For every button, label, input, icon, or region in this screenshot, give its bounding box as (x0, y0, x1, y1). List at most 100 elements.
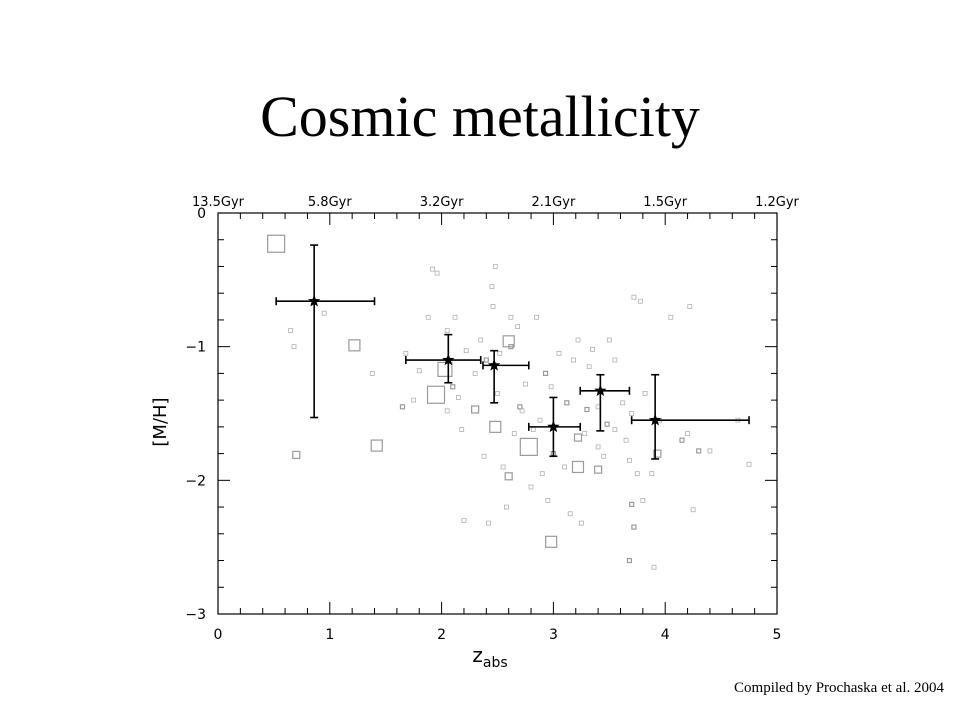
data-point-square (573, 433, 583, 442)
data-point-small-square (638, 298, 644, 304)
data-point-square (292, 450, 301, 460)
data-point-small-square (595, 404, 601, 410)
data-point-square (348, 339, 361, 352)
data-point-small-square (548, 384, 554, 390)
star-marker (442, 353, 455, 366)
data-point-small-square (523, 381, 528, 387)
data-point-small-square (620, 400, 626, 406)
data-point-small-square (534, 314, 540, 320)
star-marker (307, 294, 321, 307)
data-point-small-square (530, 427, 536, 432)
data-point-square (604, 421, 610, 427)
binned-points (275, 244, 750, 460)
data-point-small-square (627, 457, 632, 463)
data-point-square (542, 370, 549, 376)
data-point-small-square (623, 437, 629, 443)
data-point-small-square (575, 337, 581, 343)
data-point-small-square (537, 417, 543, 423)
x-axis-label: zabs (472, 643, 507, 671)
scatter-points (267, 234, 752, 570)
data-point-small-square (461, 518, 467, 523)
data-point-small-square (562, 464, 567, 470)
axis-tick-labels: 0 1 2 3 4 5 0 −1 −2 −3 13.5Gyr 5.8Gyr 3.2Gyr 2.1Gyr 1.… (185, 195, 799, 643)
top-axis-label: 3.2Gyr (420, 195, 464, 210)
data-point-small-square (515, 324, 521, 330)
data-point-square (267, 234, 286, 253)
data-point-square (594, 465, 603, 474)
data-point-small-square (539, 471, 545, 477)
data-point-square (370, 439, 383, 452)
x-tick-label: 2 (437, 627, 446, 643)
data-point-small-square (612, 357, 618, 363)
data-point-small-square (459, 427, 465, 432)
data-point-small-square (649, 471, 655, 477)
data-point-small-square (578, 520, 584, 526)
data-point-small-square (601, 453, 607, 459)
y-axis-label: [M/H] (150, 397, 171, 446)
data-point-small-square (444, 408, 450, 414)
data-point-small-square (430, 266, 436, 272)
star-marker (594, 384, 607, 397)
data-point-small-square (590, 346, 595, 352)
data-point-small-square (629, 411, 635, 416)
data-point-small-square (425, 314, 431, 320)
data-point-square (584, 406, 590, 413)
data-point-small-square (500, 464, 506, 470)
data-point-small-square (411, 397, 417, 403)
data-point-small-square (403, 350, 409, 356)
top-axis-label: 5.8Gyr (308, 195, 352, 210)
data-point-small-square (478, 337, 484, 343)
data-point-square (564, 400, 570, 406)
data-point-square (483, 357, 489, 363)
data-point-small-square (486, 520, 491, 526)
data-point-square (571, 460, 585, 474)
data-point-small-square (642, 391, 648, 396)
data-point-small-square (685, 431, 690, 436)
data-point-small-square (582, 431, 588, 436)
data-point-small-square (504, 504, 509, 510)
credit-text: Compiled by Prochaska et al. 2004 (734, 680, 944, 696)
data-point-small-square (472, 370, 478, 376)
data-point-square (471, 405, 480, 414)
plot-frame (217, 212, 778, 615)
data-point-square (426, 385, 446, 404)
data-point-small-square (490, 304, 496, 309)
x-axis-label-subscript: abs (483, 655, 508, 671)
data-point-small-square (606, 337, 612, 343)
x-tick-label: 4 (661, 627, 670, 643)
data-point-square (679, 437, 685, 443)
plot-border (217, 212, 778, 615)
data-point-square (696, 448, 702, 454)
x-tick-label: 1 (325, 627, 334, 643)
data-point-square (437, 361, 453, 377)
data-point-small-square (668, 314, 674, 320)
data-point-square (504, 472, 513, 481)
data-point-square (519, 437, 538, 457)
data-point-small-square (651, 564, 657, 570)
y-tick-label: −2 (185, 473, 206, 489)
data-point-square (545, 535, 558, 548)
data-point-small-square (463, 348, 469, 354)
data-point-small-square (369, 370, 375, 376)
data-point-small-square (556, 350, 562, 356)
data-point-small-square (416, 368, 422, 374)
data-point-square (653, 449, 662, 458)
data-point-small-square (746, 461, 752, 467)
data-point-small-square (595, 444, 601, 450)
star-marker (487, 358, 501, 371)
data-point-small-square (291, 344, 297, 350)
data-point-small-square (567, 511, 573, 517)
data-point-square (631, 524, 637, 530)
y-tick-label: −1 (185, 340, 206, 356)
top-axis-label: 2.1Gyr (532, 195, 576, 210)
top-axis-label: 13.5Gyr (192, 195, 245, 210)
data-point-small-square (612, 427, 618, 432)
data-point-small-square (489, 284, 495, 289)
data-point-square (626, 557, 633, 564)
data-point-small-square (528, 484, 534, 490)
top-axis-label: 1.5Gyr (643, 195, 687, 210)
data-point-square (508, 344, 514, 350)
star-marker (648, 413, 662, 426)
data-point-small-square (321, 310, 327, 316)
